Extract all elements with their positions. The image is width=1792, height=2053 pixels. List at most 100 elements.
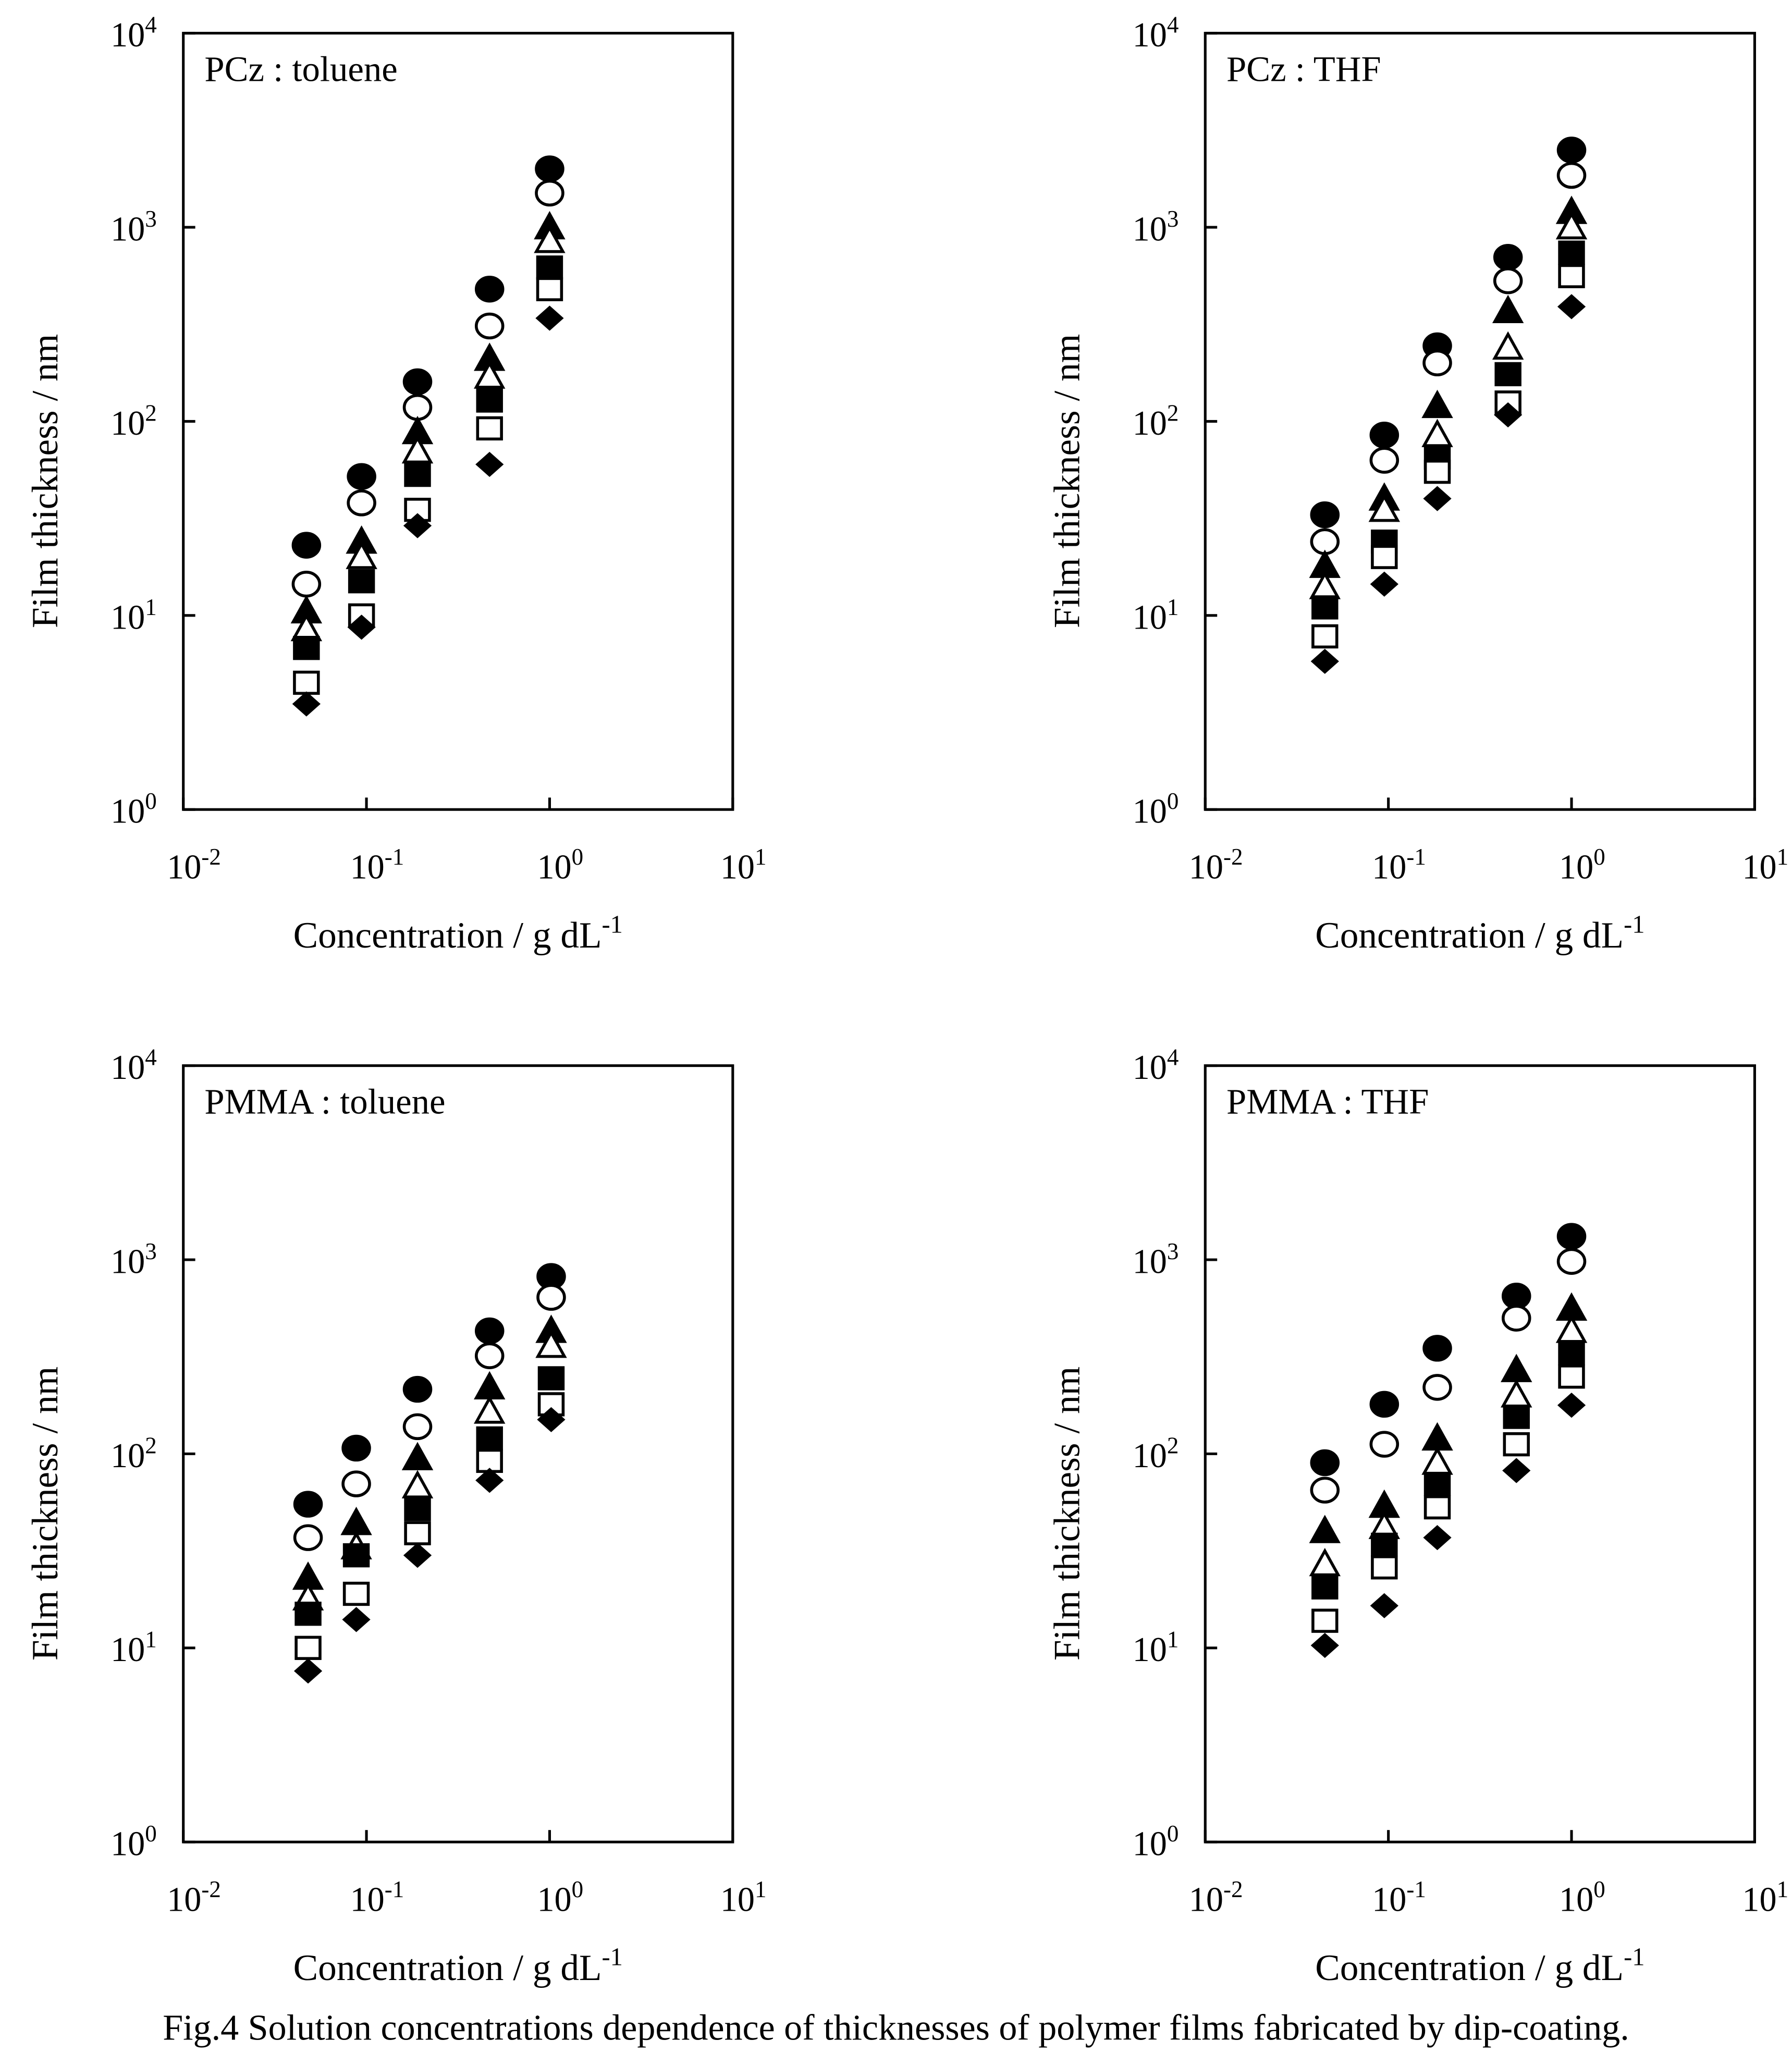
x-tick-label: 10-2 [1189,1876,1243,1919]
data-point-open-triangle [1421,1446,1453,1475]
chart-panel: PCz : THF 100 101 102 103 104 10-2 10-1 100 101 Co… [1046,12,1788,956]
x-axis-label: Concentration / g dL-1 [293,911,623,956]
data-point-filled-triangle [1501,1354,1532,1382]
y-tick-label: 101 [111,594,157,636]
y-tick-label: 102 [1133,1432,1179,1474]
data-point-filled-square [1494,362,1521,387]
panel-title: PMMA : THF [1226,1081,1429,1121]
plot-frame [1204,1064,1756,1843]
data-point-filled-circle [1310,501,1340,528]
data-point-filled-diamond [1423,1525,1452,1551]
data-point-open-square [1503,1432,1530,1457]
y-tick-label: 100 [1133,788,1179,830]
plot-frame [1204,32,1756,811]
data-point-filled-square [537,1366,565,1391]
data-point-filled-square [342,1543,370,1568]
series-open-triangle [1309,1314,1588,1577]
data-point-open-square [1423,1495,1451,1520]
series-filled-diamond [1310,294,1586,674]
data-point-open-circle [535,179,564,207]
data-point-filled-circle [1501,1282,1531,1310]
data-point-filled-circle [1493,244,1523,271]
data-point-filled-circle [535,155,564,182]
data-point-open-circle [1422,349,1452,377]
series-open-square [1311,1364,1585,1633]
data-point-filled-square [476,1426,503,1451]
y-tick-label: 100 [1133,1821,1179,1863]
series-filled-diamond [293,1407,566,1684]
y-axis-label: Film thickness / nm [24,1367,66,1661]
data-point-open-triangle [346,540,377,569]
data-point-filled-circle [1369,1391,1400,1418]
x-tick-label: 101 [720,844,767,886]
data-point-filled-square [1503,1405,1530,1429]
data-point-open-circle [1556,162,1587,189]
data-point-filled-triangle [1421,389,1453,419]
data-point-filled-triangle [473,1371,506,1400]
data-point-filled-diamond [1423,486,1452,511]
data-point-open-triangle [1501,1379,1532,1408]
data-point-open-square [1371,545,1398,569]
data-point-filled-diamond [1502,1458,1531,1483]
data-point-open-square [1558,1364,1585,1389]
data-point-filled-square [536,255,563,280]
y-tick-label: 102 [111,400,157,442]
data-point-filled-diamond [475,451,504,477]
x-tick-label: 10-2 [167,844,221,886]
data-point-filled-diamond [1310,648,1339,674]
series-open-circle [1310,162,1587,555]
series-open-triangle [290,225,566,642]
series-filled-square [1311,1341,1585,1600]
data-point-open-triangle [535,1329,567,1358]
x-tick-label: 100 [1559,844,1605,886]
data-point-open-circle [402,394,433,421]
data-point-filled-square [1311,595,1339,620]
x-tick-label: 100 [537,844,583,886]
data-point-filled-triangle [1309,1515,1341,1543]
data-point-open-square [1311,1608,1339,1633]
data-point-filled-diamond [347,614,376,640]
series-filled-circle [1310,1223,1587,1477]
series-open-triangle [292,1329,567,1611]
data-point-filled-square [1423,1471,1451,1496]
x-tick-label: 10-2 [1189,844,1243,886]
y-tick-label: 102 [111,1432,157,1474]
series-filled-diamond [292,305,564,717]
data-point-open-triangle [1555,1314,1588,1343]
data-point-open-triangle [401,435,434,464]
series-filled-triangle [290,211,566,624]
y-tick-label: 101 [111,1627,157,1669]
y-tick-label: 103 [1133,1238,1179,1281]
panel-title: PCz : toluene [204,49,397,89]
data-point-filled-diamond [1370,1593,1398,1618]
data-point-filled-diamond [403,513,432,538]
data-point-filled-triangle [340,1506,372,1535]
data-point-filled-circle [1556,137,1587,164]
chart-panel: PMMA : THF 100 101 102 103 104 10-2 10-1 100 101 C… [1046,1044,1788,1988]
series-filled-triangle [1309,195,1588,578]
series-open-circle [291,179,564,598]
data-point-filled-triangle [1421,1422,1453,1451]
data-point-filled-square [293,636,320,660]
data-point-filled-circle [341,1434,371,1462]
data-point-open-square [293,670,320,695]
data-point-open-circle [1369,1431,1400,1458]
data-point-filled-square [1558,240,1585,265]
data-point-open-triangle [1421,419,1453,447]
data-point-open-triangle [1309,1547,1341,1577]
x-tick-label: 10-1 [350,1876,404,1919]
panel-title: PCz : THF [1226,49,1381,89]
y-tick-label: 101 [1133,1627,1179,1669]
data-point-filled-diamond [475,1468,504,1493]
data-point-open-circle [1501,1305,1531,1332]
x-tick-label: 10-1 [350,844,404,886]
y-tick-label: 102 [1133,400,1179,442]
data-point-filled-diamond [292,691,321,717]
data-point-filled-diamond [1310,1632,1339,1658]
data-point-filled-diamond [342,1607,371,1632]
data-point-open-square [476,416,503,441]
data-point-open-circle [1422,1374,1452,1401]
data-point-filled-circle [402,1375,433,1403]
x-tick-label: 100 [537,1876,583,1919]
data-point-filled-circle [1310,1449,1340,1477]
